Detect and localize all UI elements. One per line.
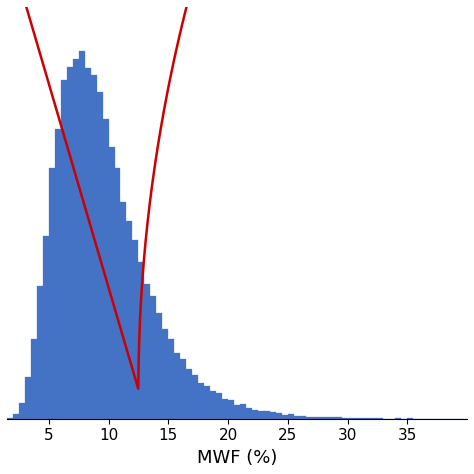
Bar (359, 418, 365, 419)
X-axis label: MWF (%): MWF (%) (197, 449, 277, 467)
Bar (216, 393, 222, 419)
Bar (198, 383, 204, 419)
Bar (318, 417, 324, 419)
Bar (67, 67, 73, 419)
Bar (258, 411, 264, 419)
Bar (312, 417, 318, 419)
Bar (306, 417, 312, 419)
Bar (270, 412, 276, 419)
Bar (43, 237, 49, 419)
Bar (210, 391, 216, 419)
Bar (109, 147, 115, 419)
Bar (102, 118, 109, 419)
Bar (204, 386, 210, 419)
Bar (115, 168, 120, 419)
Bar (222, 399, 228, 419)
Bar (228, 400, 234, 419)
Bar (19, 403, 25, 419)
Bar (240, 404, 246, 419)
Bar (329, 417, 336, 419)
Bar (49, 168, 55, 419)
Bar (252, 410, 258, 419)
Bar (13, 414, 19, 419)
Bar (354, 418, 359, 419)
Bar (25, 377, 31, 419)
Bar (264, 411, 270, 419)
Bar (73, 58, 79, 419)
Bar (85, 67, 91, 419)
Bar (97, 92, 102, 419)
Bar (234, 405, 240, 419)
Bar (31, 338, 37, 419)
Bar (132, 240, 138, 419)
Bar (150, 296, 156, 419)
Bar (282, 415, 288, 419)
Bar (276, 413, 282, 419)
Bar (174, 353, 180, 419)
Bar (138, 262, 145, 419)
Bar (324, 418, 329, 419)
Bar (7, 418, 13, 419)
Bar (91, 74, 97, 419)
Bar (377, 418, 383, 419)
Bar (300, 416, 306, 419)
Bar (79, 51, 85, 419)
Bar (156, 313, 162, 419)
Bar (288, 414, 294, 419)
Bar (37, 286, 43, 419)
Bar (120, 202, 127, 419)
Bar (127, 221, 132, 419)
Bar (55, 129, 61, 419)
Bar (294, 416, 300, 419)
Bar (186, 369, 192, 419)
Bar (180, 359, 186, 419)
Bar (246, 408, 252, 419)
Bar (145, 284, 150, 419)
Bar (336, 417, 342, 419)
Bar (192, 375, 198, 419)
Bar (61, 80, 67, 419)
Bar (342, 418, 347, 419)
Bar (168, 339, 174, 419)
Bar (162, 328, 168, 419)
